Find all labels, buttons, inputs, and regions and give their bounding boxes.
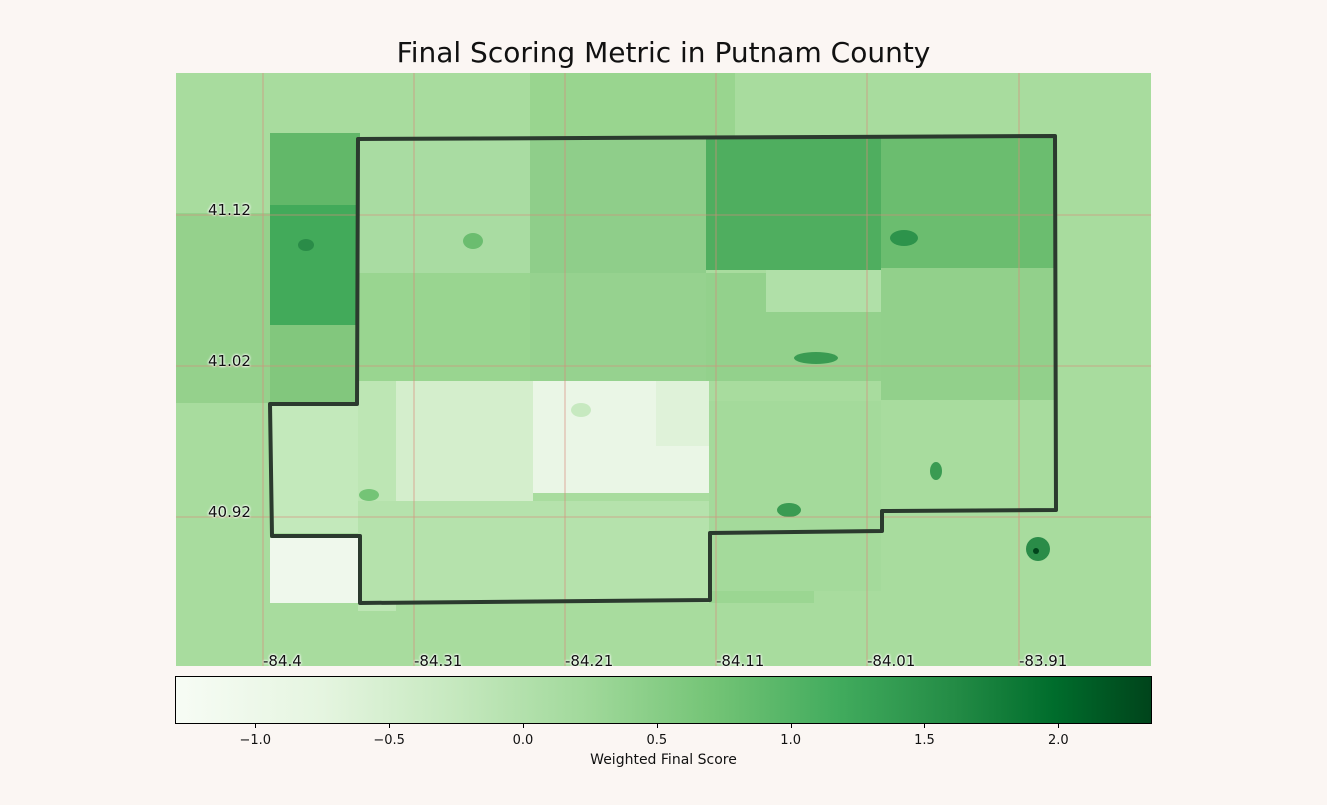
colorbar-tick (389, 724, 391, 728)
lat-label: 41.02 (208, 352, 251, 370)
colorbar (175, 676, 1152, 724)
lon-label: -84.21 (565, 652, 614, 670)
colorbar-tick-label: 1.5 (914, 733, 935, 748)
score-hotspots (298, 230, 1050, 561)
county-boundary[interactable] (268, 134, 1058, 605)
lat-label: 41.12 (208, 201, 251, 219)
lon-label: -84.01 (867, 652, 916, 670)
colorbar-label: Weighted Final Score (590, 752, 737, 768)
map-title: Final Scoring Metric in Putnam County (396, 36, 931, 69)
colorbar-tick-label: 0.5 (646, 733, 668, 748)
colorbar-tick (924, 724, 926, 728)
colorbar-tick-label: 2.0 (1047, 733, 1069, 748)
colorbar-tick-label: −1.0 (239, 733, 272, 748)
colorbar-tick (1058, 724, 1060, 728)
colorbar-tick (522, 724, 524, 728)
lon-label: -83.91 (1019, 652, 1068, 670)
colorbar-tick (656, 724, 658, 728)
lon-label: -84.31 (414, 652, 463, 670)
colorbar-tick-label: 0.0 (512, 733, 534, 748)
lon-label: -84.4 (263, 652, 302, 670)
score-map[interactable] (176, 73, 1151, 666)
colorbar-tick-label: 1.0 (780, 733, 801, 748)
map-panel[interactable] (176, 73, 1151, 666)
graticule (176, 73, 1151, 666)
colorbar-tick (790, 724, 792, 728)
lon-label: -84.11 (716, 652, 765, 670)
score-regions (176, 73, 1054, 611)
colorbar-tick (255, 724, 257, 728)
lat-label: 40.92 (208, 503, 251, 521)
colorbar-tick-label: −0.5 (373, 733, 405, 748)
